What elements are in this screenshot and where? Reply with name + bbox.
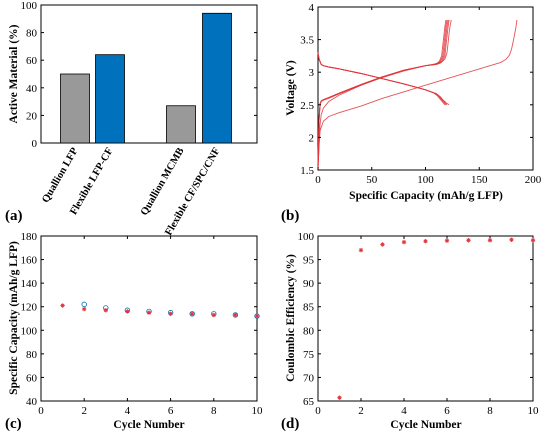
panel-d-y-tick-label: 80	[303, 325, 315, 337]
panel-a-plot-frame	[40, 4, 258, 144]
panel-d-x-axis-label: Cycle Number	[390, 419, 461, 431]
panel-c-y-tick-label: 40	[26, 396, 38, 408]
panel-d-x-tick-label: 0	[315, 405, 321, 417]
panel-c-point-circle	[232, 312, 239, 318]
panel-c-y-tick-label: 160	[21, 255, 38, 267]
panel-d-y-axis-label: Coulombic Efficiency (%)	[285, 254, 297, 382]
panel-c-point-star	[146, 310, 152, 315]
panel-c-point-star	[125, 309, 130, 314]
panel-b-x-tick-label: 150	[471, 174, 488, 186]
panel-c-y-tick-label: 120	[21, 302, 38, 314]
panel-c-point-circle	[189, 311, 195, 317]
panel-d-y-tick-label: 100	[298, 231, 315, 243]
panel-d-y-tick-label: 90	[303, 278, 315, 290]
panel-b-x-axis-label: Specific Capacity (mAh/g LFP)	[349, 190, 503, 202]
panel-c-point-star	[103, 308, 108, 313]
panel-c-point-star	[211, 312, 216, 318]
panel-a-y-tick-label: 60	[26, 55, 38, 67]
panel-b-x-tick-label: 200	[525, 174, 542, 186]
panel-c-x-tick-label: 10	[252, 405, 264, 417]
panel-d-x-tick-label: 6	[444, 405, 450, 417]
panel-d-x-tick-label: 2	[358, 405, 364, 417]
panel-d-x-tick-label: 8	[487, 405, 493, 417]
panel-a-y-tick-label: 80	[26, 28, 38, 40]
panel-a-y-tick-label: 20	[26, 110, 38, 122]
panel-d-y-tick-label: 85	[303, 302, 315, 314]
panel-b-x-tick-label: 50	[366, 174, 378, 186]
panel-b-series-line	[317, 19, 452, 171]
panel-d-plot-frame	[317, 235, 534, 402]
panel-b-y-tick-label: 3.5	[300, 35, 314, 47]
panel-b-series-line	[317, 19, 518, 171]
panel-b-series-line	[317, 19, 449, 164]
panel-c-y-tick-label: 140	[21, 278, 38, 290]
panel-b-y-tick-label: 2.5	[300, 100, 314, 112]
panel-c-y-tick-label: 180	[21, 231, 38, 243]
panel-c-point-star	[190, 311, 195, 316]
panel-d-point-star	[509, 237, 514, 242]
panel-c-x-tick-label: 8	[211, 405, 217, 417]
panel-b-y-axis-label: Voltage (V)	[285, 60, 297, 116]
panel-a-bar	[95, 54, 125, 144]
panel-c-point-star	[82, 306, 87, 312]
panel-c-x-axis-label: Cycle Number	[113, 419, 184, 431]
panel-c-x-tick-label: 2	[81, 405, 87, 417]
panel-d-efficiency-chart: 65 70 75 80 85 90 95 100 0 2 4 6 8 10 Cycle Number Co…	[281, 231, 539, 432]
panel-a-bar	[202, 12, 232, 144]
panel-a-y-tick-label: 0	[32, 138, 38, 150]
panel-d-y-tick-label: 75	[303, 349, 315, 361]
panel-b-y-tick-label: 4	[309, 2, 315, 14]
panel-c-y-axis-label: Specific Capacity (mAh/g LFP)	[8, 241, 20, 395]
panel-c-point-star	[254, 313, 260, 319]
panel-c-label: (c)	[5, 416, 22, 432]
panel-a-label: (a)	[5, 208, 23, 224]
panel-b-y-tick-label: 2	[309, 132, 315, 144]
panel-c-point-circle	[81, 301, 87, 308]
panel-b-series-line	[317, 19, 447, 164]
panel-d-point-star	[423, 238, 428, 244]
panel-d-x-tick-label: 10	[528, 405, 540, 417]
panel-d-y-tick-label: 70	[303, 372, 315, 384]
panel-c-point-star	[60, 303, 65, 308]
panel-a-bar	[60, 73, 90, 144]
panel-d-point-star	[444, 238, 450, 243]
panel-d-point-star	[466, 238, 471, 243]
panel-c-x-tick-label: 4	[125, 405, 131, 417]
panel-b-x-tick-label: 100	[417, 174, 434, 186]
panel-b-label: (b)	[281, 208, 299, 224]
panel-d-point-star	[401, 239, 407, 245]
panel-a-category-label: Quallion LFP	[40, 145, 81, 204]
panel-a-bar	[166, 105, 196, 144]
panel-b-series-line	[317, 19, 448, 164]
panel-a-y-tick-label: 40	[26, 83, 38, 95]
panel-c-capacity-chart: 40 60 80 100 120 140 160 180 0 2 4 6 8 10 Cycle Numbe…	[5, 231, 263, 432]
panel-a-y-tick-label: 100	[21, 0, 38, 12]
panel-d-y-tick-label: 65	[303, 396, 315, 408]
panel-c-y-tick-label: 60	[26, 372, 38, 384]
panel-c-point-star	[233, 312, 238, 318]
panel-d-x-tick-label: 4	[401, 405, 407, 417]
panel-b-x-tick-label: 0	[315, 174, 321, 186]
panel-c-y-tick-label: 80	[26, 349, 38, 361]
panel-d-y-tick-label: 95	[303, 255, 315, 267]
panel-c-point-star	[168, 311, 173, 316]
panel-c-x-tick-label: 0	[38, 405, 44, 417]
panel-d-point-star	[487, 238, 493, 243]
panel-b-y-tick-label: 1.5	[300, 165, 314, 177]
panel-d-point-star	[380, 242, 385, 247]
panel-d-label: (d)	[281, 416, 299, 432]
panel-b-y-tick-label: 3	[309, 67, 315, 79]
panel-c-plot-frame	[40, 235, 258, 402]
panel-d-point-star	[358, 247, 364, 253]
panel-c-y-tick-label: 100	[21, 325, 38, 337]
panel-d-point-star	[530, 238, 536, 243]
panel-c-point-circle	[254, 313, 260, 319]
panel-b-voltage-chart: 1.5 2 2.5 3 3.5 4 0 50 100 150 200 Specific Capaci…	[281, 2, 542, 224]
panel-a-y-axis-label: Active Material (%)	[8, 24, 20, 123]
panel-d-point-star	[337, 395, 342, 400]
panel-b-series-line	[317, 52, 446, 106]
panel-c-x-tick-label: 6	[168, 405, 174, 417]
